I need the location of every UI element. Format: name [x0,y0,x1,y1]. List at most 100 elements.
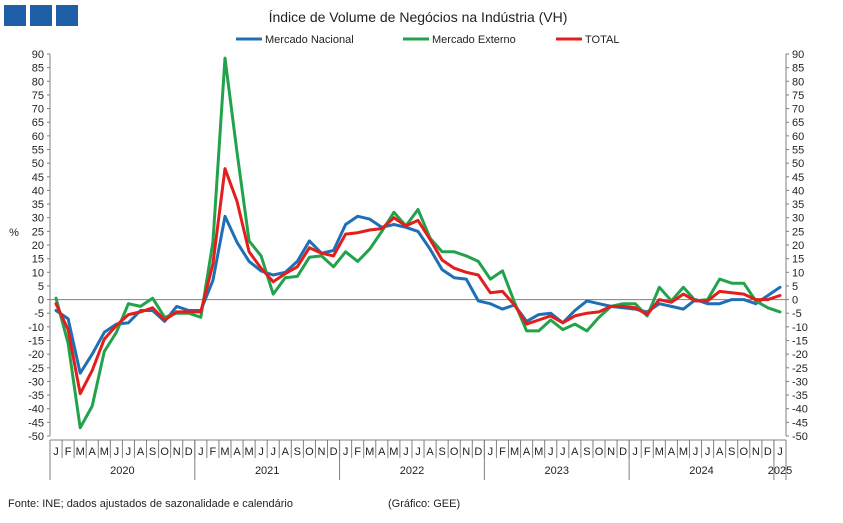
y-tick-label-left: -10 [28,322,44,334]
y-tick-label-left: 5 [38,281,44,293]
y-tick-label-right: -30 [792,376,808,388]
x-month-label: A [89,446,97,458]
brand-square [30,5,52,26]
y-tick-label-left: -5 [34,308,44,320]
y-tick-label-left: 80 [32,76,44,88]
x-month-label: S [438,446,445,458]
y-tick-label-left: 70 [32,104,44,116]
x-month-label: S [149,446,156,458]
y-tick-label-right: 60 [792,131,804,143]
x-month-label: J [198,446,204,458]
x-month-label: J [258,446,264,458]
y-tick-label-right: -25 [792,363,808,375]
y-tick-label-left: -15 [28,336,44,348]
x-month-label: J [53,446,59,458]
x-month-label: J [777,446,783,458]
x-month-label: D [619,446,627,458]
y-tick-label-left: -20 [28,349,44,361]
y-tick-label-right: -10 [792,322,808,334]
y-tick-label-right: 65 [792,117,804,129]
x-month-label: D [330,446,338,458]
x-month-label: S [728,446,735,458]
x-month-label: M [655,446,664,458]
chart-title: Índice de Volume de Negócios na Indústri… [269,9,568,25]
x-month-label: J [270,446,276,458]
y-tick-label-right: 30 [792,213,804,225]
y-tick-label-right: 70 [792,104,804,116]
y-tick-label-right: 10 [792,267,804,279]
x-month-label: M [389,446,398,458]
y-tick-label-right: 15 [792,254,804,266]
y-tick-label-left: 75 [32,90,44,102]
y-tick-label-right: -15 [792,336,808,348]
y-tick-label-right: -40 [792,404,808,416]
y-tick-label-left: 85 [32,63,44,75]
x-month-label: J [415,446,421,458]
x-month-label: F [354,446,361,458]
legend: Mercado Nacional Mercado Externo TOTAL [236,34,619,46]
x-month-label: O [160,446,169,458]
x-year-label: 2020 [110,465,134,477]
series-line [54,167,782,396]
y-tick-label-right: 25 [792,226,804,238]
y-tick-label-left: 90 [32,49,44,61]
footer-credit: (Gráfico: GEE) [388,498,460,510]
x-month-label: A [137,446,145,458]
y-tick-label-left: 50 [32,158,44,170]
legend-label: Mercado Externo [432,34,516,46]
y-tick-label-left: -40 [28,404,44,416]
x-year-label: 2021 [255,465,279,477]
y-tick-label-left: 55 [32,145,44,157]
x-month-label: A [426,446,434,458]
x-month-label: A [571,446,579,458]
x-month-label: J [560,446,566,458]
x-month-label: A [282,446,290,458]
x-month-label: A [233,446,241,458]
x-month-label: J [343,446,349,458]
x-month-label: J [114,446,120,458]
brand-logo [4,5,78,26]
x-month-label: J [548,446,554,458]
y-tick-label-right: 0 [792,295,798,307]
x-month-label: N [607,446,615,458]
y-tick-label-left: 0 [38,295,44,307]
x-year-label: 2022 [400,465,424,477]
x-month-label: D [185,446,193,458]
y-tick-label-left: 10 [32,267,44,279]
y-tick-label-right: 5 [792,281,798,293]
x-month-label: N [317,446,325,458]
x-month-label: S [583,446,590,458]
y-tick-label-left: 35 [32,199,44,211]
x-month-label: M [510,446,519,458]
x-year-label: 2023 [545,465,569,477]
x-month-label: O [739,446,748,458]
x-month-label: J [632,446,638,458]
series-layer [54,56,782,430]
y-axis-label: % [9,227,19,239]
y-tick-label-right: 80 [792,76,804,88]
y-tick-label-right: 20 [792,240,804,252]
y-tick-label-right: 50 [792,158,804,170]
x-month-label: M [365,446,374,458]
x-month-label: A [668,446,676,458]
brand-square [56,5,78,26]
x-month-label: O [305,446,314,458]
y-axis-right: 908580757065605550454035302520151050-5-1… [785,49,808,443]
y-tick-label-left: 15 [32,254,44,266]
x-month-label: M [220,446,229,458]
y-tick-label-right: 35 [792,199,804,211]
y-tick-label-left: -30 [28,376,44,388]
x-month-label: J [705,446,711,458]
x-month-label: M [100,446,109,458]
x-month-label: J [126,446,132,458]
legend-label: Mercado Nacional [265,34,354,46]
y-tick-label-left: -45 [28,417,44,429]
y-tick-label-right: 40 [792,185,804,197]
y-tick-label-left: 65 [32,117,44,129]
y-tick-label-left: 40 [32,185,44,197]
x-month-label: A [378,446,386,458]
y-tick-label-right: 45 [792,172,804,184]
